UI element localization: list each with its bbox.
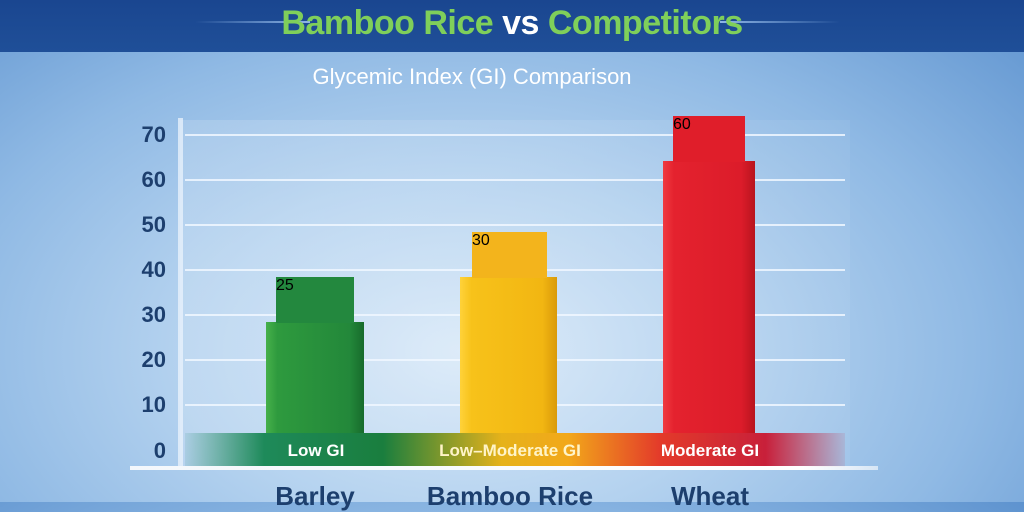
bar-barley-body <box>266 322 364 434</box>
y-tick-10: 10 <box>141 392 166 417</box>
category-label-barley: Barley <box>275 481 355 511</box>
category-label-wheat: Wheat <box>671 481 749 511</box>
y-tick-50: 50 <box>141 212 166 237</box>
y-tick-20: 20 <box>141 347 166 372</box>
bar-wheat <box>663 161 755 434</box>
chart-subtitle: Glycemic Index (GI) Comparison <box>312 64 632 89</box>
category-label-bamboo-rice: Bamboo Rice <box>426 481 594 511</box>
y-tick-30: 30 <box>141 302 166 327</box>
gridline-50 <box>185 224 845 226</box>
gridline-60 <box>185 179 845 181</box>
title-part2: Competitors <box>547 4 743 42</box>
band-label-low-moderate-gi: Low–Moderate GI <box>439 441 581 460</box>
bar-bamboo-rice-body <box>460 277 557 434</box>
gi-category-band <box>185 433 845 467</box>
y-axis-line <box>178 118 183 468</box>
y-tick-70: 70 <box>141 122 166 147</box>
header-banner <box>0 0 1024 52</box>
title-vs: vs <box>502 4 539 42</box>
bar-wheat-body <box>663 161 755 434</box>
band-label-low-gi: Low GI <box>287 441 345 460</box>
x-axis-baseline <box>130 466 878 470</box>
band-label-moderate-gi: Moderate GI <box>660 441 760 460</box>
bar-barley <box>266 322 364 434</box>
title-rule-left <box>195 21 310 23</box>
y-tick-0: 0 <box>153 438 166 463</box>
gridline-70 <box>185 134 845 136</box>
y-tick-60: 60 <box>141 167 166 192</box>
value-label-barley: 25 <box>276 277 354 323</box>
value-label-bamboo-rice: 30 <box>472 232 547 278</box>
chart-title: Bamboo Rice vs Competitors <box>0 2 1024 44</box>
value-label-wheat: 60 <box>673 116 745 162</box>
bar-bamboo-rice <box>460 277 557 434</box>
y-tick-40: 40 <box>141 257 166 282</box>
title-part1: Bamboo Rice <box>281 4 494 42</box>
